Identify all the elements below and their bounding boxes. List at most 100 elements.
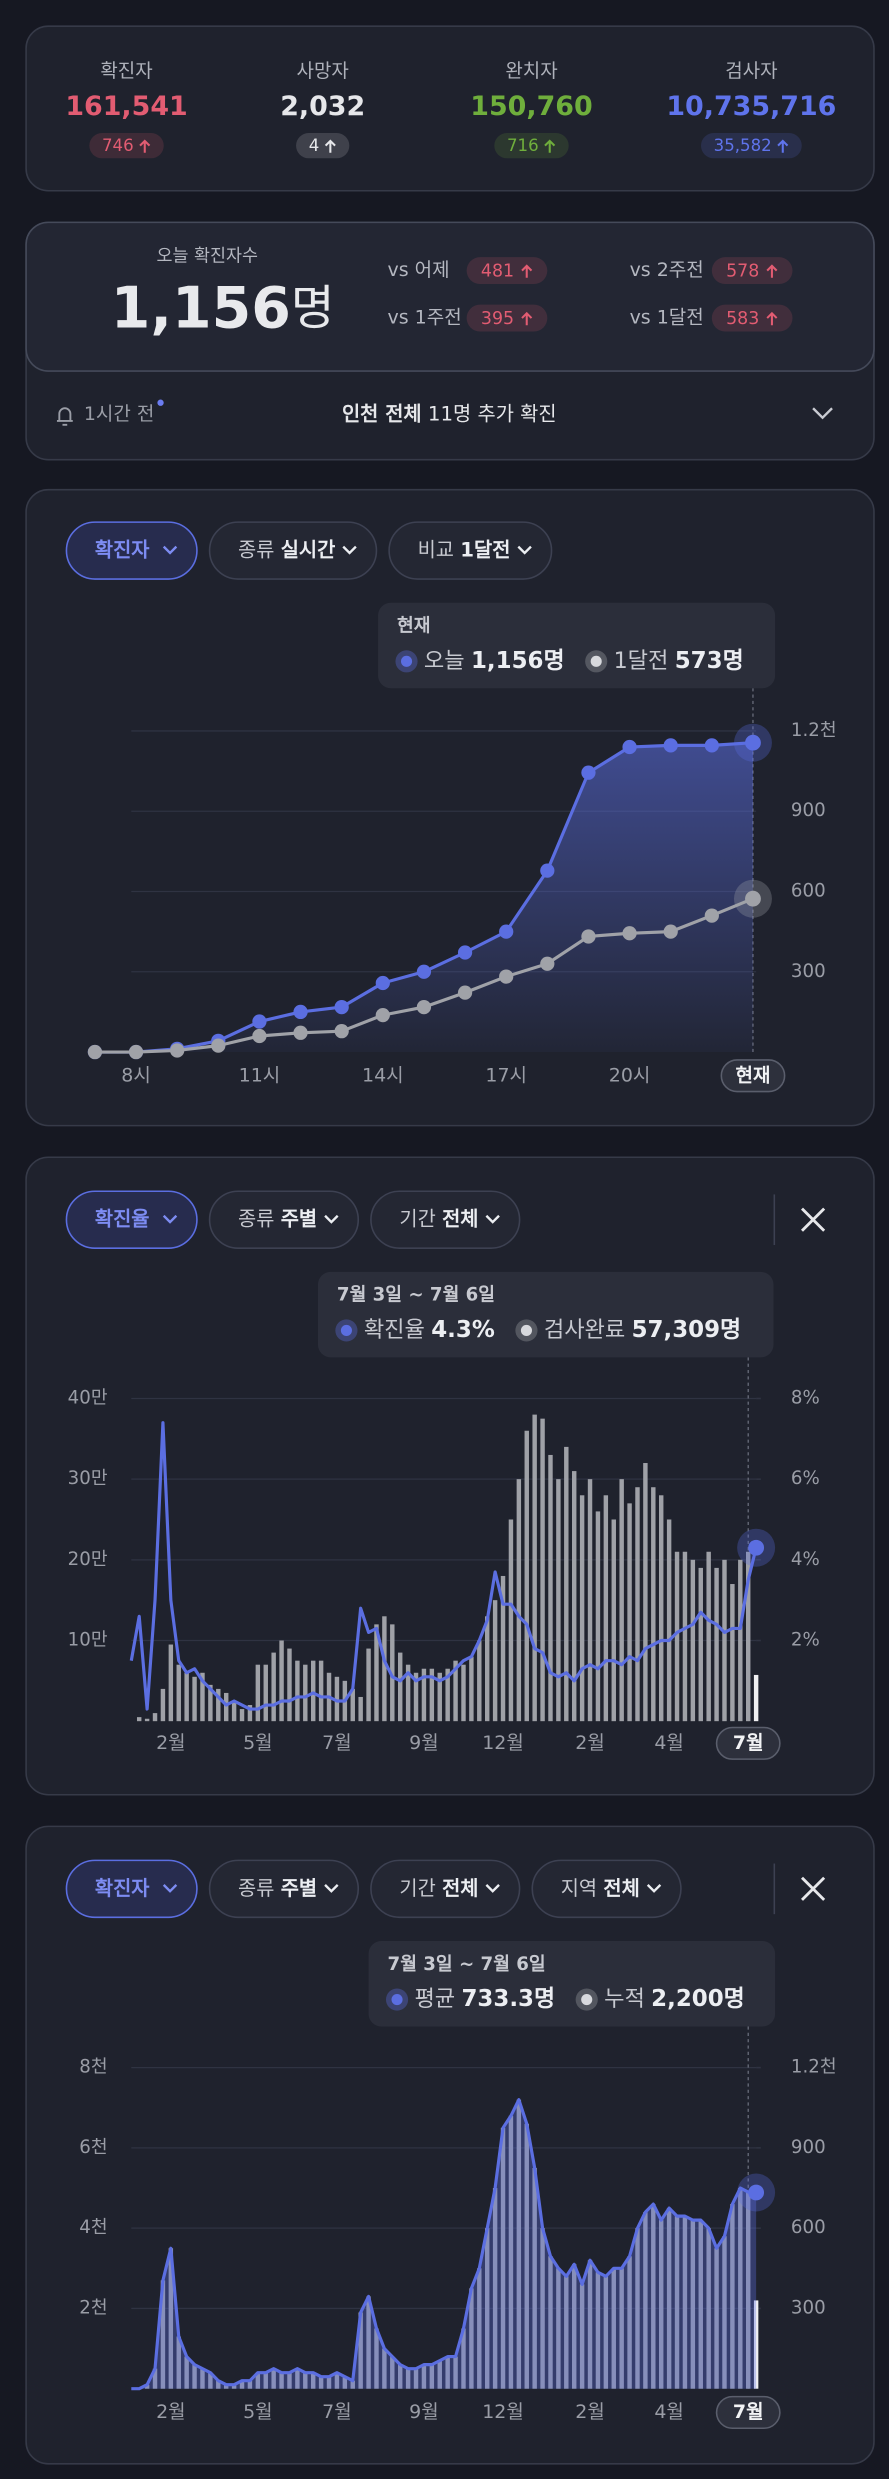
x-tick-label: 9월 bbox=[409, 1732, 439, 1754]
point bbox=[622, 926, 637, 941]
bar bbox=[516, 1479, 522, 1722]
bar bbox=[231, 2384, 237, 2389]
chevron bbox=[485, 1214, 500, 1224]
bar bbox=[144, 1718, 150, 1722]
filter-pill[interactable]: 확진율 bbox=[65, 1190, 198, 1249]
pill[interactable] bbox=[208, 1190, 360, 1249]
bar bbox=[548, 1454, 553, 1722]
chevron bbox=[485, 1884, 500, 1893]
pill[interactable] bbox=[65, 1859, 198, 1919]
filter-pill[interactable]: 종류 주별 bbox=[208, 1190, 360, 1249]
filter-pill[interactable]: 확진자 bbox=[65, 521, 198, 580]
bar bbox=[714, 2248, 719, 2389]
bar bbox=[334, 2372, 340, 2389]
close-icon[interactable] bbox=[800, 1207, 826, 1232]
point bbox=[499, 924, 514, 939]
bar bbox=[366, 1648, 371, 1722]
pill[interactable] bbox=[208, 1859, 360, 1919]
stat-value: 2,032 bbox=[280, 91, 365, 122]
x-tick-label: 5월 bbox=[243, 2401, 273, 2423]
point bbox=[663, 924, 678, 939]
filter-pill[interactable]: 비교 1달전 bbox=[388, 521, 553, 580]
up-arrow bbox=[766, 264, 778, 278]
line bbox=[129, 1421, 758, 1711]
stat-delta: 4 bbox=[296, 132, 350, 159]
bell-icon bbox=[56, 407, 73, 426]
pill[interactable] bbox=[370, 1190, 521, 1249]
point bbox=[457, 945, 473, 960]
filter-pill[interactable]: 종류 주별 bbox=[208, 1859, 360, 1919]
compare-value: 395 bbox=[481, 309, 514, 329]
pill[interactable] bbox=[208, 521, 378, 580]
y-tick-label: 10만 bbox=[68, 1629, 108, 1650]
stat-label: 완치자 bbox=[505, 60, 557, 82]
pill[interactable] bbox=[370, 1859, 521, 1919]
today-label: 오늘 확진자수 bbox=[156, 246, 258, 266]
pill-value: 주별 bbox=[281, 1207, 317, 1230]
y-tick-label: 40만 bbox=[68, 1387, 108, 1408]
filter-pill[interactable]: 확진자 bbox=[65, 1859, 198, 1919]
filter-pill[interactable]: 기간 전체 bbox=[370, 1190, 521, 1249]
pill-value: 전체 bbox=[442, 1876, 478, 1899]
bar bbox=[160, 2280, 166, 2389]
compare-label: vs 1달전 bbox=[630, 307, 704, 329]
bar bbox=[445, 1668, 450, 1722]
pill-text: 종류 주별 bbox=[238, 1876, 317, 1899]
pill-value: 확진율 bbox=[95, 1207, 150, 1230]
bar bbox=[611, 1519, 616, 1722]
bar bbox=[390, 1624, 395, 1722]
pill[interactable] bbox=[388, 521, 553, 580]
x-tick-label: 7월 bbox=[322, 2401, 352, 2423]
bar bbox=[263, 2372, 268, 2389]
x-tick-label: 2월 bbox=[156, 1732, 186, 1754]
expand-chevron[interactable] bbox=[812, 407, 833, 420]
legend-label: 오늘 bbox=[424, 648, 465, 674]
bar bbox=[144, 2384, 150, 2389]
bar bbox=[722, 2236, 727, 2389]
tooltip-value: 1,156명 bbox=[471, 648, 565, 674]
pill-text: 기간 전체 bbox=[399, 1876, 478, 1899]
pill[interactable] bbox=[65, 521, 198, 580]
stat-label: 확진자 bbox=[100, 60, 152, 82]
news-region: 인천 전체 bbox=[342, 402, 422, 425]
point bbox=[540, 956, 555, 971]
pill-value: 확진자 bbox=[95, 538, 150, 561]
pill-label: 기간 bbox=[399, 1207, 435, 1230]
pill[interactable] bbox=[65, 1190, 198, 1249]
up-arrow bbox=[139, 139, 151, 153]
chart: 확진율 종류 주별 기간 전체 10만 20만 30만 40만 2% 4% 6% 8% 2월 5월 7월 9월 1… bbox=[65, 1190, 826, 1760]
today-panel bbox=[25, 221, 875, 372]
bar bbox=[421, 1668, 427, 1722]
bar bbox=[160, 1688, 166, 1722]
point bbox=[663, 738, 678, 753]
point bbox=[334, 1024, 349, 1039]
filter-pill[interactable]: 종류 실시간 bbox=[208, 521, 378, 580]
legend-dot bbox=[391, 1994, 403, 2006]
bar bbox=[469, 2288, 474, 2389]
bar bbox=[223, 1692, 229, 1722]
bar bbox=[295, 1660, 300, 1722]
pill-value: 1달전 bbox=[460, 538, 510, 561]
filter-pill[interactable]: 지역 전체 bbox=[531, 1859, 682, 1919]
bar bbox=[366, 2296, 371, 2389]
x-tick-label: 2월 bbox=[575, 1732, 605, 1754]
up-arrow bbox=[521, 311, 533, 326]
end-point bbox=[745, 734, 761, 751]
point bbox=[416, 999, 432, 1015]
bar bbox=[658, 2220, 664, 2389]
close-icon[interactable] bbox=[800, 1876, 826, 1901]
legend-label: 확진율 bbox=[364, 1317, 425, 1343]
end-point bbox=[748, 1539, 765, 1556]
y-tick-label: 30만 bbox=[68, 1468, 108, 1489]
pill[interactable] bbox=[531, 1859, 682, 1919]
bar bbox=[350, 2380, 355, 2389]
bar bbox=[587, 1479, 593, 1722]
bar bbox=[295, 2368, 300, 2389]
point bbox=[704, 908, 719, 923]
bar bbox=[310, 2372, 316, 2389]
pill-text: 확진자 bbox=[95, 538, 150, 561]
x-tick-label: 11시 bbox=[239, 1064, 281, 1086]
pill-text: 지역 전체 bbox=[561, 1876, 640, 1899]
filter-pill[interactable]: 기간 전체 bbox=[370, 1859, 521, 1919]
